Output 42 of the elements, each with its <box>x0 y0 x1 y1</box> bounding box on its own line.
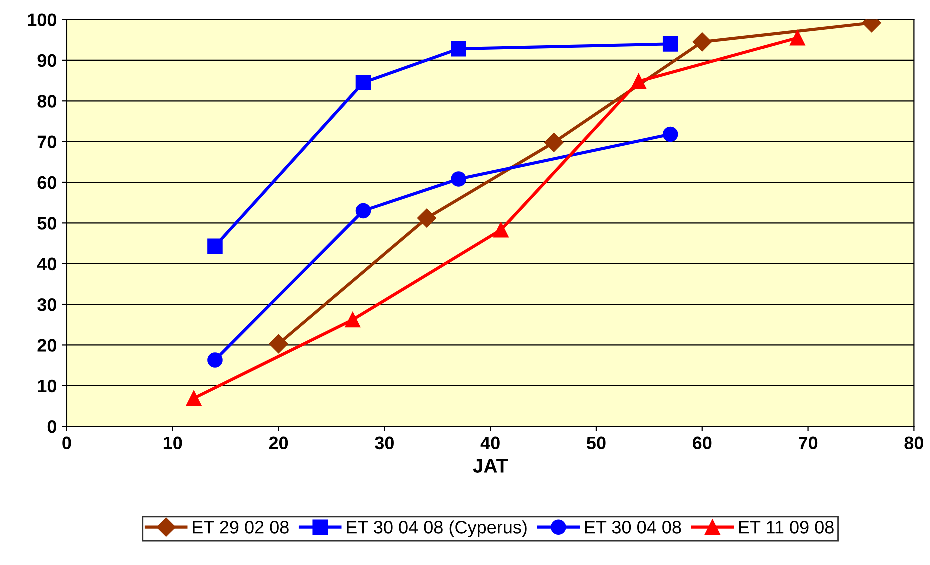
y-tick-label: 70 <box>38 136 56 149</box>
point <box>418 208 437 228</box>
point <box>544 133 564 152</box>
point <box>631 74 646 90</box>
y-tick-label: 40 <box>37 258 56 271</box>
point <box>790 30 806 46</box>
y-tick-label: 30 <box>38 298 56 312</box>
x-tick-label: 60 <box>693 436 712 450</box>
y-tick-label: 20 <box>38 339 56 352</box>
x-tick-label: 70 <box>799 436 818 450</box>
point <box>662 36 678 52</box>
point <box>208 352 223 368</box>
point <box>494 222 509 238</box>
legend-label: ET 29 02 08 <box>193 521 289 534</box>
x-tick-label: 10 <box>164 436 182 450</box>
point <box>208 238 223 254</box>
y-tick-label: 0 <box>48 420 56 434</box>
x-tick-label: 30 <box>375 436 394 450</box>
point <box>345 312 361 328</box>
point <box>269 334 288 354</box>
point <box>356 203 372 219</box>
point <box>451 172 466 187</box>
y-tick-label: 60 <box>38 176 56 190</box>
point <box>356 75 372 90</box>
x-tick-label: 20 <box>269 436 288 450</box>
y-tick-label: 90 <box>38 54 56 68</box>
x-tick-label: 50 <box>586 436 606 450</box>
x-tick-label: 0 <box>62 436 72 450</box>
y-tick-label: 10 <box>38 380 56 393</box>
point <box>692 32 712 52</box>
legend-label: ET 11 09 08 <box>739 521 834 534</box>
y-tick-label: 80 <box>38 95 56 108</box>
legend-label: ET 30 04 08 <box>585 521 682 534</box>
point <box>662 126 678 142</box>
point <box>186 390 202 406</box>
point <box>451 41 466 57</box>
legend-label: ET 30 04 08 (Cyperus) <box>347 520 527 538</box>
x-tick-label: 80 <box>904 436 924 450</box>
y-tick-label: 100 <box>28 14 56 26</box>
y-tick-label: 50 <box>38 217 56 230</box>
x-tick-label: 40 <box>480 436 500 450</box>
x-axis-title: JAT <box>473 459 508 473</box>
